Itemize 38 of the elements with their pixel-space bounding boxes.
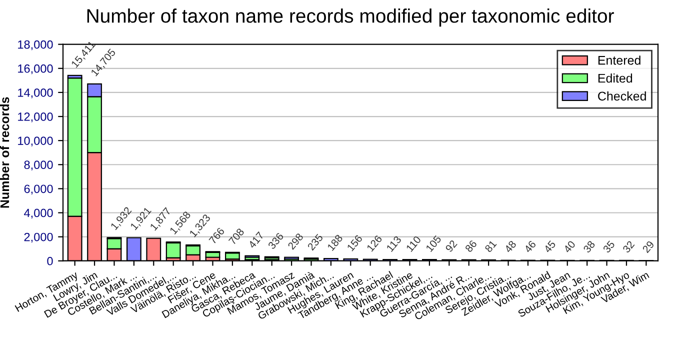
legend-label: Checked: [598, 91, 646, 101]
y-tick-label: 14,000: [18, 88, 53, 98]
total-label: 48: [504, 240, 517, 254]
total-label: 86: [464, 240, 478, 253]
total-label: 417: [248, 231, 264, 249]
total-label: 40: [563, 240, 576, 254]
total-label: 126: [366, 234, 382, 252]
total-label: 105: [426, 235, 442, 252]
y-tick-label: 0: [47, 256, 53, 266]
total-label: 766: [208, 227, 225, 244]
y-tick-label: 18,000: [18, 40, 53, 50]
total-label: 298: [287, 232, 304, 250]
total-label: 110: [406, 236, 422, 252]
total-label: 46: [524, 240, 536, 254]
y-axis-title: Number of records: [0, 97, 10, 208]
total-label: 188: [327, 234, 344, 252]
total-label: 336: [268, 232, 284, 250]
total-label: 32: [622, 240, 635, 254]
total-label: 113: [386, 236, 402, 252]
y-tick-label: 2,000: [24, 232, 53, 243]
total-label: 156: [346, 234, 363, 252]
y-tick-label: 8,000: [24, 160, 53, 170]
legend-label: Entered: [598, 56, 640, 65]
y-tick-label: 12,000: [18, 112, 53, 122]
y-tick-label: 6,000: [24, 184, 53, 194]
total-label: 35: [602, 240, 616, 254]
y-tick-label: 10,000: [18, 136, 53, 146]
legend-label: Edited: [598, 73, 632, 83]
total-label: 29: [642, 240, 655, 254]
y-tick-label: 4,000: [24, 208, 53, 219]
total-label: 38: [582, 240, 596, 254]
total-label: 81: [484, 240, 497, 253]
total-label: 92: [445, 240, 458, 253]
y-tick-label: 16,000: [18, 64, 53, 74]
chart-title: Number of taxon name records modified per taxonomic editor: [87, 8, 614, 27]
total-label: 708: [228, 228, 245, 246]
total-label: 235: [307, 233, 324, 251]
total-label: 45: [543, 240, 556, 254]
